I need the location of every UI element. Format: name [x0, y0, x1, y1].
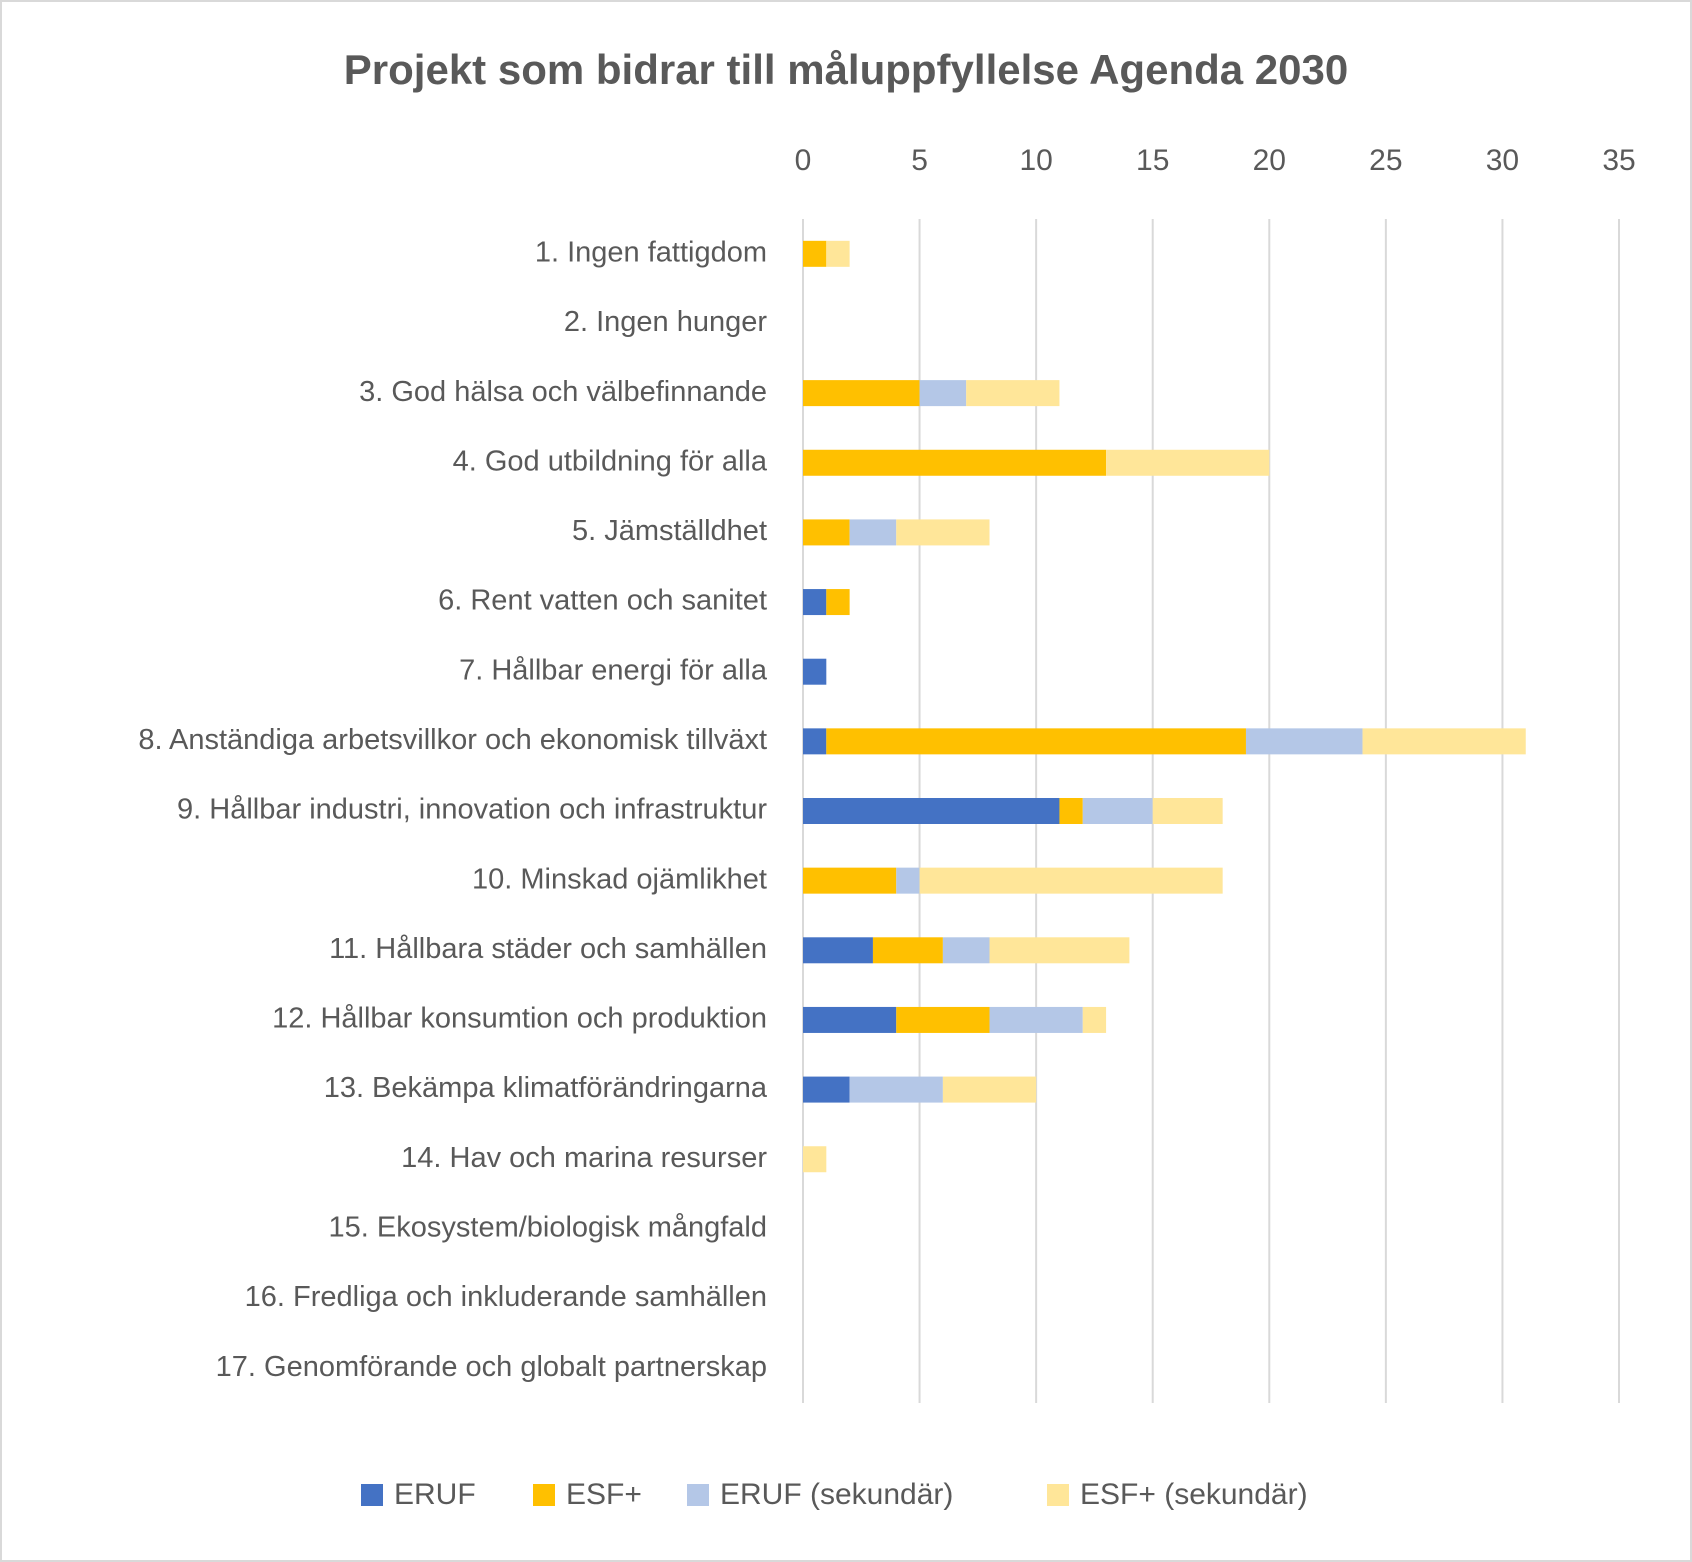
- bar-segment: [1082, 798, 1153, 824]
- x-tick-label: 10: [1019, 144, 1052, 177]
- bar-segment: [826, 240, 850, 267]
- y-tick-label: 11. Hållbara städer och samhällen: [329, 933, 767, 965]
- legend-swatch: [1047, 1484, 1069, 1506]
- bar-segment: [989, 937, 1130, 964]
- bar-segment: [1059, 798, 1083, 824]
- x-tick-label: 0: [795, 144, 812, 177]
- bar-segment: [803, 798, 1060, 824]
- x-tick-label: 25: [1369, 144, 1402, 177]
- y-tick-label: 14. Hav och marina resurser: [401, 1142, 767, 1174]
- y-tick-label: 2. Ingen hunger: [564, 306, 768, 338]
- y-tick-label: 6. Rent vatten och sanitet: [438, 585, 767, 617]
- bar-segment: [803, 589, 827, 616]
- bar-segment: [803, 658, 827, 685]
- bar-segment: [989, 1006, 1083, 1033]
- bar-segment: [803, 728, 827, 755]
- bar-segment: [826, 589, 850, 616]
- bar-segment: [803, 1006, 897, 1033]
- y-tick-label: 17. Genomförande och globalt partnerskap: [216, 1351, 767, 1383]
- legend-label: ESF+ (sekundär): [1080, 1478, 1308, 1511]
- bar-segment: [942, 1076, 1037, 1103]
- bar-segment: [1362, 728, 1526, 755]
- y-tick-label: 8. Anständiga arbetsvillkor och ekonomis…: [138, 724, 767, 756]
- legend-swatch: [361, 1484, 383, 1506]
- legend-swatch: [533, 1484, 555, 1506]
- bar-segment: [896, 1006, 990, 1033]
- legend-swatch: [687, 1484, 709, 1506]
- y-tick-label: 16. Fredliga och inkluderande samhällen: [245, 1281, 767, 1313]
- bar-segment: [826, 728, 1246, 755]
- bar-segment: [896, 519, 990, 546]
- legend-label: ERUF: [394, 1478, 476, 1511]
- bar-segment: [803, 1146, 827, 1173]
- y-tick-label: 12. Hållbar konsumtion och produktion: [272, 1003, 767, 1035]
- legend-label: ESF+: [566, 1478, 642, 1511]
- bar-segment: [919, 380, 967, 407]
- y-tick-label: 9. Hållbar industri, innovation och infr…: [177, 794, 767, 826]
- y-tick-label: 10. Minskad ojämlikhet: [472, 863, 767, 895]
- x-tick-label: 20: [1253, 144, 1286, 177]
- bar-segment: [1106, 449, 1270, 476]
- bar-segment: [1245, 728, 1363, 755]
- y-tick-label: 7. Hållbar energi för alla: [459, 654, 768, 686]
- bar-segment: [896, 867, 920, 894]
- bar-segment: [942, 937, 990, 964]
- x-tick-label: 30: [1486, 144, 1519, 177]
- chart-title: Projekt som bidrar till måluppfyllelse A…: [344, 46, 1348, 93]
- bar-segment: [803, 937, 873, 964]
- bar-segment: [919, 867, 1223, 894]
- bar-segment: [849, 1076, 943, 1103]
- y-tick-label: 4. God utbildning för alla: [453, 445, 768, 477]
- bar-segment: [803, 867, 897, 894]
- bar-segment: [803, 1076, 850, 1103]
- x-tick-label: 35: [1602, 144, 1635, 177]
- x-tick-label: 5: [911, 144, 928, 177]
- bar-segment: [966, 380, 1060, 407]
- bar-segment: [1152, 798, 1223, 824]
- x-tick-label: 15: [1136, 144, 1169, 177]
- y-tick-label: 5. Jämställdhet: [572, 515, 767, 547]
- y-tick-label: 13. Bekämpa klimatförändringarna: [324, 1072, 768, 1104]
- bar-segment: [803, 519, 850, 546]
- legend-label: ERUF (sekundär): [720, 1478, 953, 1511]
- bar-segment: [803, 449, 1107, 476]
- y-tick-label: 1. Ingen fattigdom: [535, 236, 767, 268]
- bar-segment: [1082, 1006, 1107, 1033]
- bar-segment: [849, 519, 897, 546]
- y-tick-label: 3. God hälsa och välbefinnande: [359, 376, 767, 408]
- y-tick-label: 15. Ekosystem/biologisk mångfald: [329, 1212, 767, 1244]
- bar-segment: [872, 937, 943, 964]
- bar-segment: [803, 380, 920, 407]
- bar-segment: [803, 240, 827, 267]
